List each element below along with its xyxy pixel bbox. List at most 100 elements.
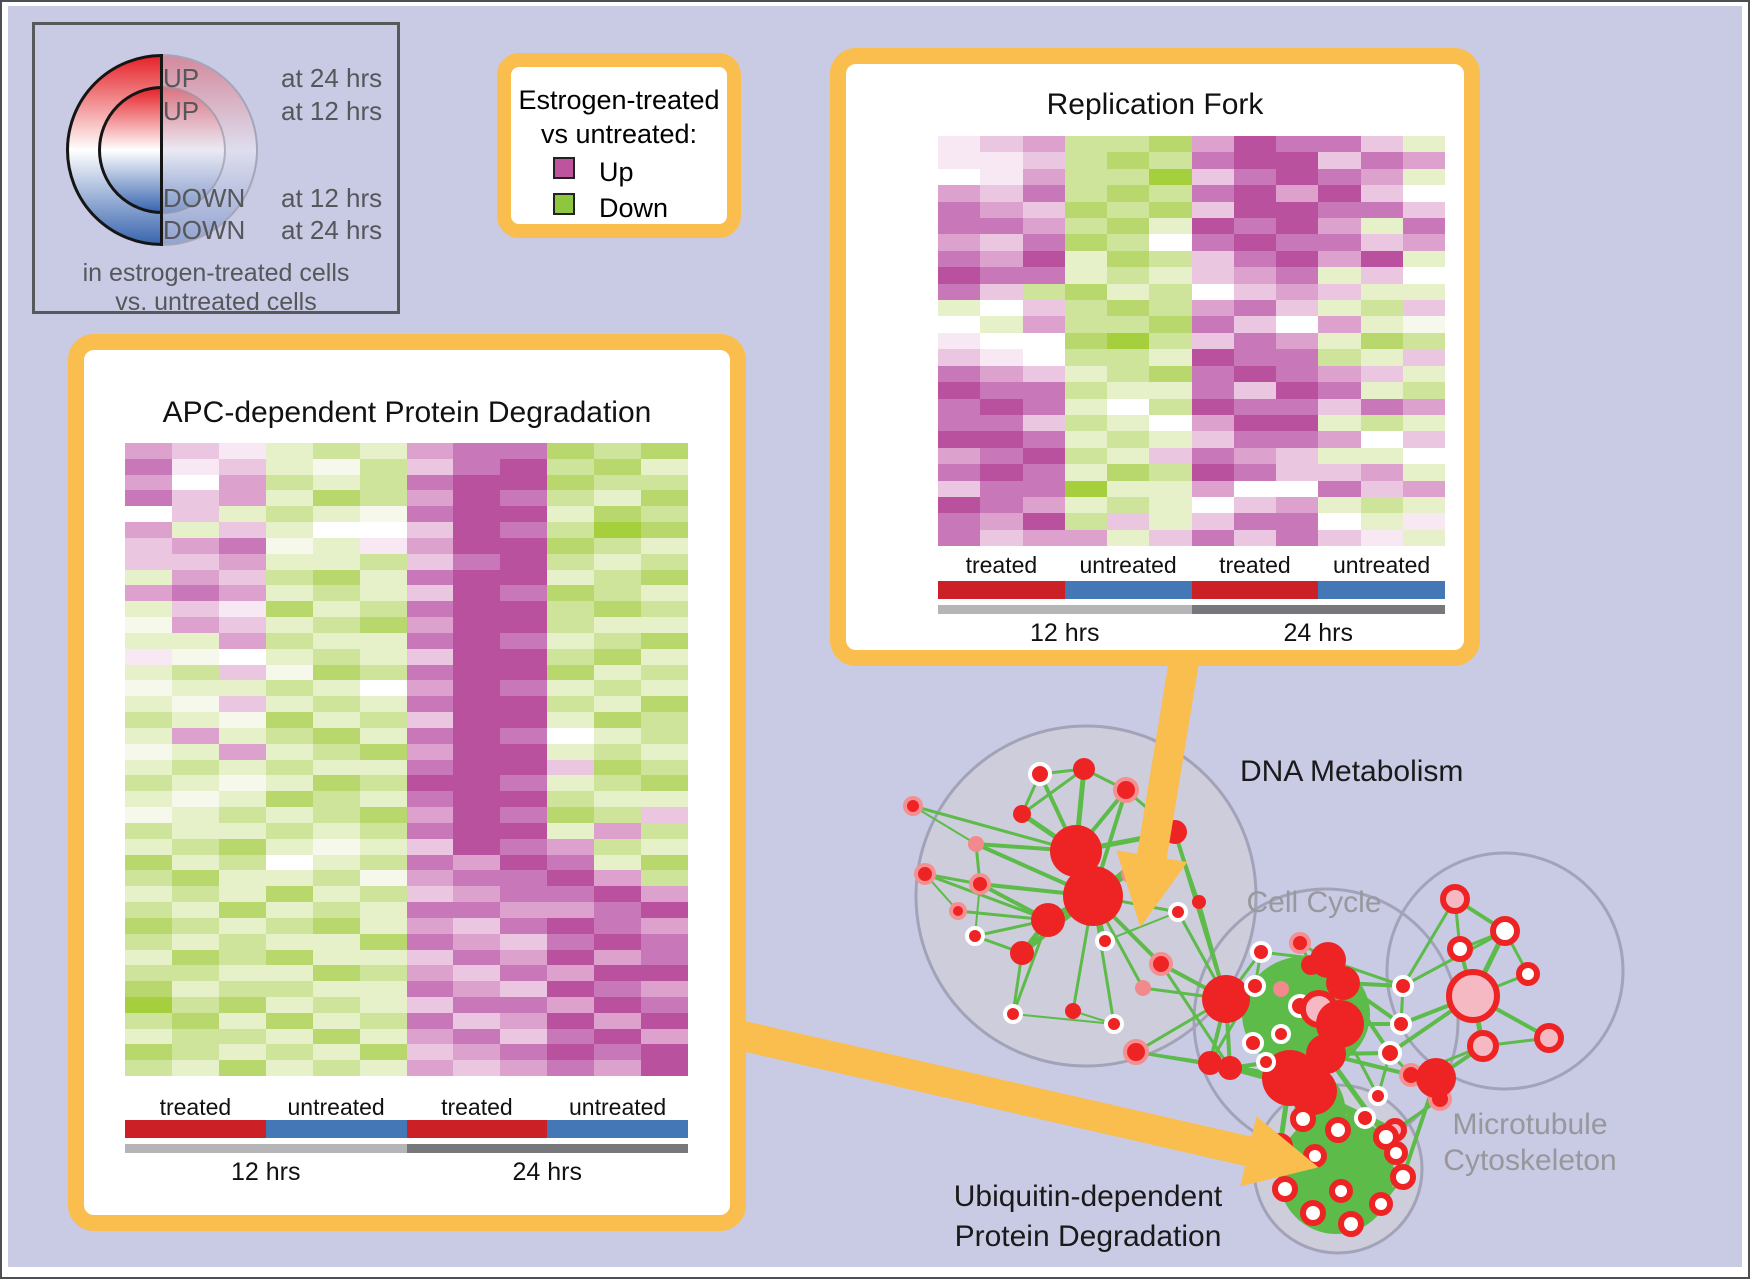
heatmap-cell (1233, 447, 1276, 465)
heatmap-cell (594, 458, 642, 475)
heatmap-cell (641, 506, 689, 523)
heatmap-cell (312, 569, 360, 586)
rf-time-bar (938, 605, 1445, 614)
heatmap-cell (980, 447, 1023, 465)
24hrs-label: 24 hrs (1283, 619, 1353, 647)
heatmap-cell (171, 838, 219, 855)
network-edge (924, 872, 1049, 922)
heatmap-cell (980, 365, 1023, 383)
heatmap-cell (980, 464, 1023, 481)
network-node-solid-red (1010, 941, 1034, 965)
heatmap-cell (125, 553, 172, 570)
ring-legend-caption: vs. untreated cells (115, 288, 317, 316)
heatmap-cell (547, 712, 595, 728)
heatmap-cell (359, 664, 407, 681)
heatmap-cell (980, 250, 1023, 268)
heatmap-cell (1149, 201, 1192, 219)
heatmap-cell (406, 490, 454, 507)
heatmap-cell (547, 1060, 595, 1077)
heatmap-cell (453, 1012, 501, 1029)
rf-condition-bar (938, 581, 1445, 599)
heatmap-row (125, 838, 689, 855)
heatmap-cell (938, 447, 981, 465)
heatmap-cell (1064, 234, 1107, 251)
heatmap-cell (171, 791, 219, 808)
heatmap-cell (312, 996, 360, 1013)
heatmap-cell (453, 632, 501, 649)
heatmap-cell (641, 996, 689, 1013)
heatmap-cell (594, 822, 642, 839)
heatmap-cell (125, 617, 172, 633)
heatmap-cell (500, 664, 548, 681)
heatmap-cell (938, 168, 981, 186)
heatmap-cell (500, 791, 548, 808)
heatmap-cell (171, 648, 219, 665)
rf-panel-title: Replication Fork (1046, 88, 1264, 121)
heatmap-cell (594, 807, 642, 823)
time-bar-24hrs (1191, 605, 1445, 614)
network-node-white-center (1290, 1106, 1316, 1132)
heatmap-cell (265, 870, 313, 887)
heatmap-row (125, 791, 689, 808)
heatmap-cell (641, 443, 689, 459)
heatmap-cell (218, 933, 266, 950)
heatmap-cell (218, 822, 266, 839)
heatmap-cell (1191, 300, 1234, 317)
heatmap-cell (938, 365, 981, 383)
network-node-white-ring (1250, 941, 1272, 963)
heatmap-cell (938, 349, 981, 366)
heatmap-cell (265, 1028, 313, 1045)
heatmap-cell (1402, 136, 1445, 153)
heatmap-cell (265, 791, 313, 808)
heatmap-cell (500, 553, 548, 570)
heatmap-cell (547, 1012, 595, 1029)
heatmap-cell (641, 902, 689, 918)
heatmap-cell (1233, 496, 1276, 514)
heatmap-cell (1318, 283, 1361, 301)
down-label: Down (599, 193, 669, 223)
heatmap-cell (453, 822, 501, 839)
network-node-pink-ring (949, 902, 967, 920)
heatmap-cell (312, 743, 360, 760)
heatmap-cell (218, 1044, 266, 1061)
heatmap-cell (594, 664, 642, 681)
heatmap-cell (125, 838, 172, 855)
heatmap-cell (1402, 480, 1445, 497)
heatmap-cell (1107, 382, 1150, 399)
heatmap-cell (453, 791, 501, 808)
heatmap-row (938, 234, 1445, 251)
heatmap-cell (453, 870, 501, 887)
heatmap-cell (1360, 365, 1403, 383)
heatmap-cell (594, 775, 642, 792)
heatmap-cell (359, 854, 407, 871)
network-edge (1401, 898, 1457, 987)
heatmap-cell (171, 680, 219, 697)
heatmap-cell (125, 727, 172, 744)
heatmap-cell (500, 617, 548, 633)
heatmap-cell (1402, 234, 1445, 251)
heatmap-cell (312, 458, 360, 475)
heatmap-cell (1402, 250, 1445, 268)
heatmap-cell (1022, 168, 1065, 186)
heatmap-cell (1107, 218, 1150, 235)
heatmap-cell (265, 632, 313, 649)
heatmap-cell (171, 490, 219, 507)
heatmap-cell (1318, 267, 1361, 284)
network-edge (1012, 1013, 1115, 1025)
heatmap-cell (1149, 234, 1192, 251)
heatmap-cell (1402, 414, 1445, 432)
heatmap-cell (1276, 234, 1319, 251)
ring-dir-label: UP (163, 96, 200, 126)
heatmap-cell (1233, 365, 1276, 383)
heatmap-cell (1360, 414, 1403, 432)
replication-fork-heatmap (938, 136, 1445, 547)
treated-label: treated (965, 552, 1038, 578)
heatmap-cell (171, 1060, 219, 1077)
updown-legend-box: Estrogen-treated vs untreated: Up Down (497, 53, 741, 238)
heatmap-cell (265, 680, 313, 697)
heatmap-cell (1233, 234, 1276, 251)
heatmap-cell (265, 854, 313, 871)
heatmap-cell (547, 838, 595, 855)
heatmap-cell (453, 743, 501, 760)
heatmap-cell (1149, 464, 1192, 481)
